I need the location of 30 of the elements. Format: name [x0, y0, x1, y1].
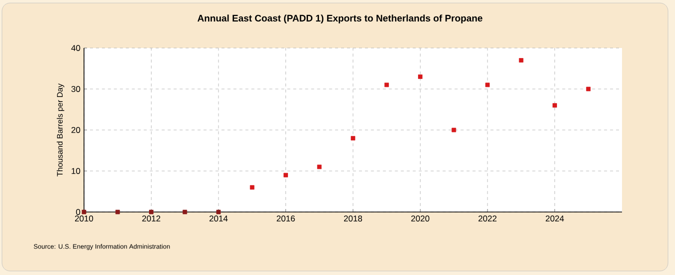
- x-tick-label: 2024: [546, 216, 564, 222]
- point: [485, 82, 490, 88]
- x-tick-label: 2016: [276, 216, 295, 222]
- point: [317, 164, 322, 170]
- point: [350, 136, 356, 140]
- point: [216, 210, 221, 214]
- y-tick-label: 10: [72, 168, 80, 174]
- point: [452, 128, 456, 132]
- y-tick-label: 20: [71, 127, 80, 133]
- point: [518, 58, 524, 62]
- point: [552, 103, 557, 108]
- point: [586, 86, 591, 92]
- x-tick-label: 2014: [210, 216, 228, 222]
- point: [418, 74, 422, 79]
- y-tick-label: 40: [71, 45, 80, 51]
- point: [182, 210, 188, 214]
- x-tick-label: 2012: [142, 216, 160, 222]
- x-tick-label: 2020: [411, 216, 430, 222]
- point: [284, 172, 288, 178]
- point: [149, 210, 154, 214]
- x-tick-label: 2022: [478, 216, 496, 222]
- point: [82, 210, 86, 214]
- x-tick-label: 2010: [75, 216, 94, 222]
- chart-title: Annual East Coast (PADD 1) Exports to Netherlands of Propane: [198, 14, 482, 24]
- y-tick-label: 30: [71, 86, 80, 92]
- point: [384, 82, 389, 88]
- y-tick-label: 0: [76, 209, 80, 215]
- point: [250, 185, 254, 190]
- point: [115, 210, 120, 214]
- x-tick-label: 2018: [344, 216, 362, 222]
